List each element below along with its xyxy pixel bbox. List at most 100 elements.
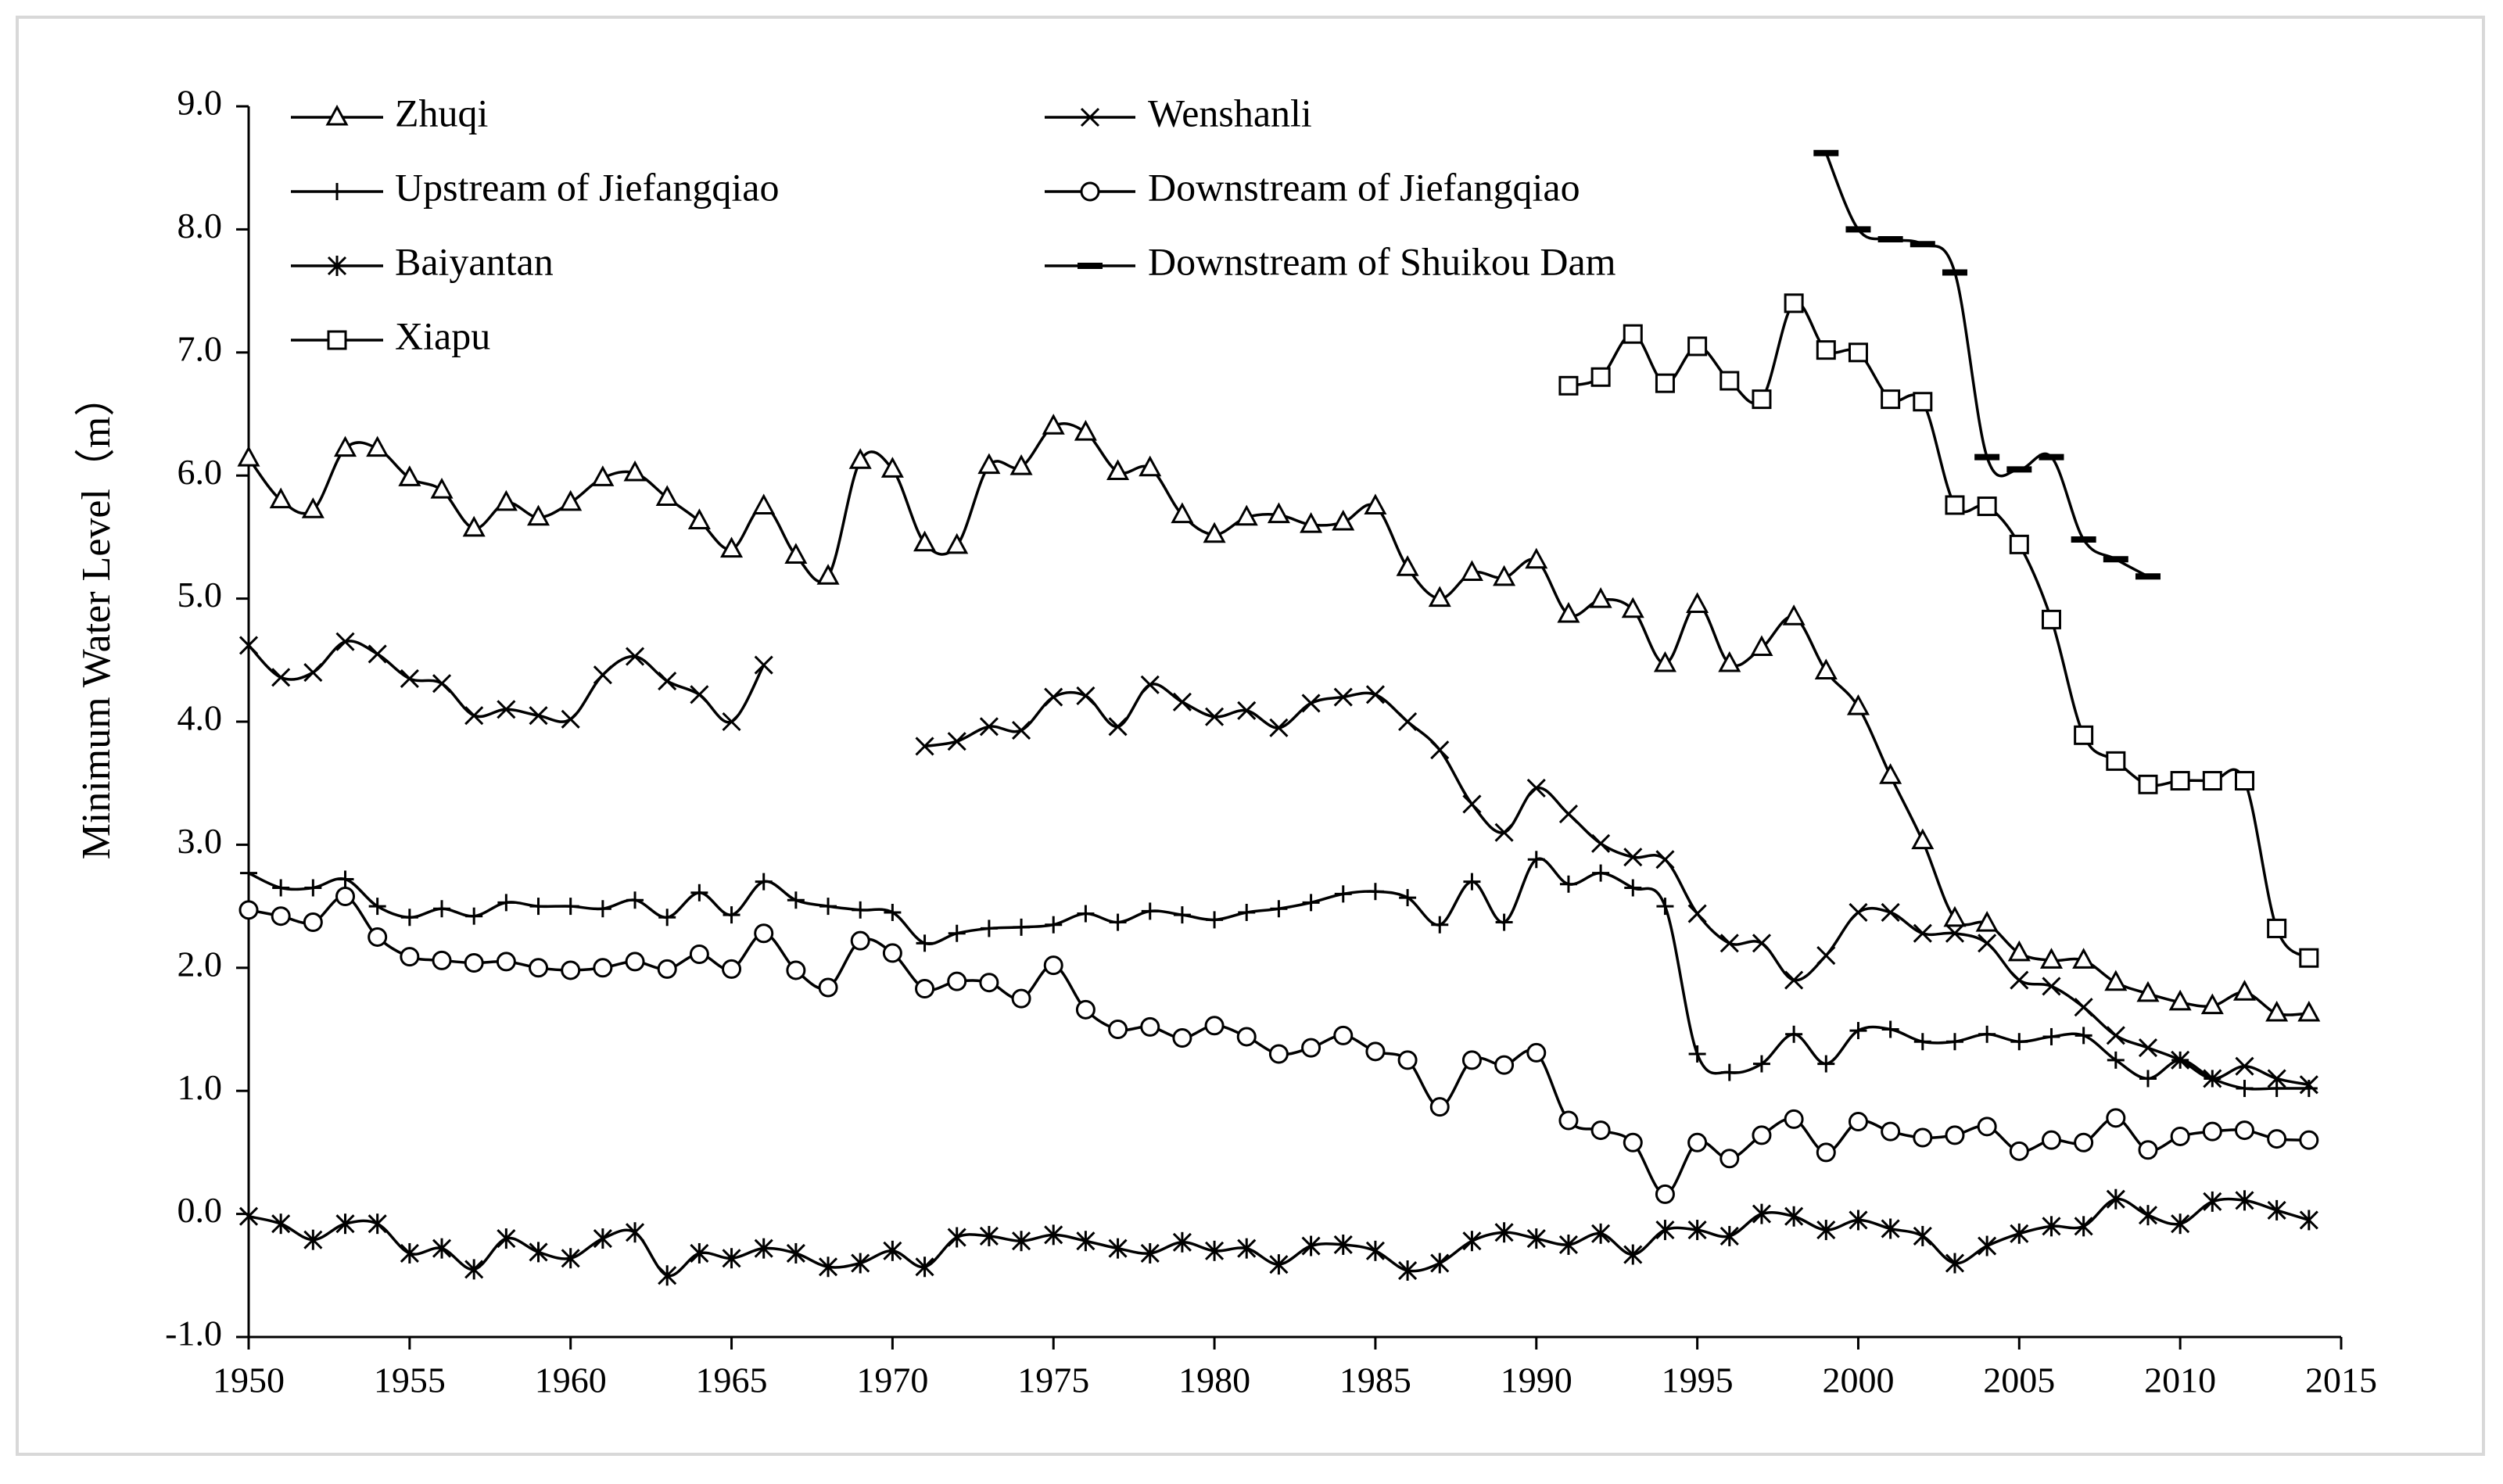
data-point-downstream-of-jiefangqiao (1397, 1050, 1418, 1070)
data-point-downstream-of-jiefangqiao-shape (1333, 1025, 1354, 1045)
data-point-downstream-of-jiefangqiao-shape (1236, 1027, 1257, 1047)
data-point-baiyantan (1462, 1231, 1482, 1252)
data-point-wenshanli-stroke (593, 665, 612, 685)
data-point-downstream-of-jiefangqiao-shape (2074, 1132, 2094, 1152)
data-point-downstream-of-jiefangqiao (1204, 1016, 1225, 1036)
data-point-upstream-of-jiefangqiao (1238, 903, 1256, 921)
data-point-downstream-of-jiefangqiao-shape (722, 959, 742, 979)
data-point-zhuqi (1943, 905, 1967, 927)
data-point-upstream-of-jiefangqiao (1720, 1063, 1738, 1081)
data-point-zhuqi (623, 460, 647, 482)
data-point-wenshanli-stroke (1172, 692, 1192, 712)
data-point-baiyantan (1430, 1253, 1450, 1274)
data-point-upstream-of-jiefangqiao (1913, 1033, 1931, 1051)
data-point-wenshanli (947, 732, 966, 751)
data-point-zhuqi-shape (816, 564, 840, 585)
data-point-zhuqi (2072, 948, 2096, 969)
legend-marker (327, 330, 347, 350)
legend-item-wenshanli: Wenshanli (1045, 91, 1312, 134)
data-point-zhuqi-shape (2136, 980, 2160, 1002)
data-point-upstream-of-jiefangqiao (272, 879, 290, 897)
data-point-baiyantan (1076, 1231, 1096, 1252)
data-point-wenshanli (722, 712, 741, 732)
data-point-wenshanli-stroke (368, 644, 387, 664)
data-point-wenshanli-stroke (271, 668, 291, 687)
data-point-zhuqi (2200, 993, 2224, 1015)
data-point-wenshanli (1494, 823, 1514, 842)
data-point-baiyantan (2106, 1188, 2125, 1210)
data-point-downstream-of-jiefangqiao-shape (1719, 1149, 1740, 1169)
data-point-zhuqi (1814, 658, 1838, 679)
data-point-baiyantan (1365, 1240, 1385, 1261)
data-point-upstream-of-jiefangqiao (1270, 900, 1288, 918)
data-point-zhuqi-shape (752, 493, 776, 515)
data-point-downstream-of-jiefangqiao (979, 973, 999, 993)
data-point-wenshanli-stroke (1430, 740, 1450, 760)
data-point-xiapu (1590, 367, 1611, 387)
data-point-upstream-of-jiefangqiao (336, 870, 354, 888)
x-tick-label: 2005 (1983, 1360, 2055, 1400)
legend-marker (325, 104, 349, 126)
data-point-wenshanli (1558, 804, 1578, 824)
data-point-downstream-of-jiefangqiao-shape (979, 973, 999, 993)
data-point-wenshanli (1784, 970, 1804, 990)
data-point-xiapu-shape (1945, 495, 1965, 515)
y-tick-label: 4.0 (178, 698, 223, 738)
data-point-zhuqi (1074, 419, 1097, 441)
data-point-xiapu-shape (2041, 609, 2061, 629)
data-point-wenshanli-stroke (1945, 923, 1965, 943)
data-point-baiyantan (2074, 1216, 2093, 1237)
data-point-wenshanli-stroke (625, 647, 645, 666)
data-point-zhuqi (2039, 948, 2064, 969)
data-point-downstream-of-jiefangqiao-shape (786, 960, 806, 980)
data-point-zhuqi (1782, 604, 1806, 626)
legend-label: Zhuqi (395, 91, 488, 134)
x-tick-label: 1985 (1339, 1360, 1411, 1400)
data-point-zhuqi-shape (1009, 454, 1033, 475)
data-point-zhuqi (816, 564, 840, 585)
data-point-downstream-of-jiefangqiao (1590, 1120, 1611, 1141)
data-point-downstream-of-jiefangqiao-shape (529, 958, 549, 978)
data-point-zhuqi-shape (462, 515, 486, 537)
data-point-baiyantan (658, 1265, 677, 1286)
data-point-wenshanli-stroke (1655, 850, 1675, 869)
data-point-zhuqi-shape (1042, 414, 1065, 435)
data-point-downstream-of-jiefangqiao-shape (2041, 1130, 2061, 1150)
data-point-baiyantan (432, 1238, 452, 1259)
data-point-wenshanli-stroke (2235, 1056, 2254, 1076)
data-point-zhuqi (1203, 522, 1226, 543)
legend-marker (328, 183, 346, 200)
data-point-downstream-of-jiefangqiao-shape (593, 958, 613, 978)
legend-item-upstream-of-jiefangqiao: Upstream of Jiefangqiao (291, 165, 780, 209)
data-point-downstream-of-jiefangqiao-shape (882, 943, 902, 963)
data-point-wenshanli (1849, 902, 1868, 923)
data-point-downstream-of-jiefangqiao (1848, 1112, 1868, 1132)
legend-marker-shape (1080, 181, 1100, 202)
data-point-wenshanli-stroke (497, 700, 516, 719)
data-point-downstream-of-jiefangqiao (1011, 988, 1031, 1009)
series-zhuqi (237, 414, 2321, 1022)
data-point-wenshanli (1365, 685, 1385, 704)
data-point-xiapu-shape (1913, 392, 1933, 412)
data-point-zhuqi (1267, 502, 1290, 524)
x-tick-label: 1995 (1662, 1360, 1734, 1400)
data-point-downstream-of-jiefangqiao-shape (1204, 1016, 1225, 1036)
data-point-wenshanli-stroke (1913, 923, 1932, 943)
data-point-zhuqi-shape (2104, 970, 2128, 991)
data-point-xiapu (2041, 609, 2061, 629)
data-point-upstream-of-jiefangqiao (723, 906, 741, 924)
data-point-zhuqi-shape (269, 487, 292, 509)
data-point-downstream-of-jiefangqiao-shape (368, 927, 388, 947)
data-point-downstream-of-jiefangqiao-shape (2170, 1126, 2190, 1146)
data-point-zhuqi (880, 457, 904, 478)
data-point-downstream-of-jiefangqiao (2267, 1129, 2287, 1149)
data-point-baiyantan (271, 1213, 291, 1235)
data-point-zhuqi (269, 487, 292, 509)
data-point-downstream-of-jiefangqiao (1494, 1055, 1515, 1075)
data-point-wenshanli-stroke (1591, 833, 1611, 853)
data-point-baiyantan (1849, 1210, 1868, 1231)
legend-label: Upstream of Jiefangqiao (395, 165, 780, 209)
data-point-wenshanli-stroke (2106, 1026, 2125, 1045)
data-point-wenshanli-stroke (690, 685, 709, 704)
data-point-wenshanli-stroke (2074, 998, 2093, 1017)
